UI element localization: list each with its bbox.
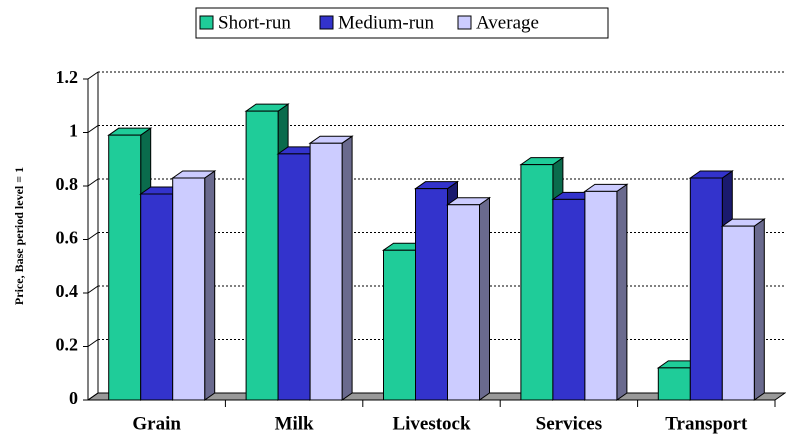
- y-tick-label: 1: [69, 121, 78, 141]
- depth-line: [87, 339, 99, 347]
- x-tick-label: Grain: [132, 413, 181, 434]
- bar-face: [657, 367, 691, 401]
- bar-face: [584, 190, 618, 401]
- bar-face: [172, 177, 206, 401]
- legend-swatch: [457, 15, 472, 30]
- bar-face: [140, 193, 174, 401]
- depth-line: [87, 178, 99, 187]
- bar-face: [753, 218, 765, 401]
- depth-line: [87, 71, 99, 80]
- x-tick-label: Services: [536, 413, 602, 434]
- bar-face: [108, 134, 142, 401]
- depth-line: [87, 125, 99, 133]
- y-tick-label: 0.4: [56, 281, 79, 301]
- y-axis-label: Price, Base period level = 1: [12, 167, 26, 305]
- y-tick-label: 1.2: [56, 67, 79, 87]
- bar: [720, 218, 766, 401]
- legend-box: [195, 7, 609, 39]
- y-tick-label: 0: [69, 388, 78, 408]
- x-tick-label: Transport: [665, 413, 748, 434]
- bar-face: [245, 110, 279, 401]
- legend-swatch: [199, 15, 214, 30]
- bar-face: [552, 198, 586, 401]
- y-tick-label: 0.6: [56, 228, 79, 248]
- bar-face: [204, 170, 216, 401]
- legend-label: Average: [476, 12, 539, 33]
- bar-face: [689, 177, 723, 401]
- bar-face: [277, 153, 311, 401]
- legend-swatch: [319, 15, 334, 30]
- depth-line: [87, 392, 99, 401]
- bar-face: [520, 164, 554, 401]
- legend-label: Short-run: [218, 12, 291, 33]
- y-tick-label: 0.8: [56, 174, 79, 194]
- bar-face: [479, 196, 490, 401]
- bar: [308, 135, 354, 401]
- bar-face: [309, 142, 343, 401]
- legend-label: Medium-run: [338, 12, 435, 33]
- bar: [445, 196, 492, 401]
- x-tick-label: Milk: [275, 413, 314, 434]
- bar: [583, 183, 629, 401]
- bar-face: [447, 204, 480, 401]
- bar-face: [721, 225, 755, 401]
- x-tick-label: Livestock: [392, 413, 471, 434]
- bar-face: [415, 188, 448, 401]
- bar-face: [341, 135, 353, 401]
- y-tick-label: 0.2: [56, 335, 79, 355]
- bar-face: [383, 249, 416, 401]
- depth-line: [87, 285, 99, 294]
- depth-line: [87, 232, 99, 240]
- bar: [171, 170, 217, 401]
- bar-face: [616, 183, 628, 401]
